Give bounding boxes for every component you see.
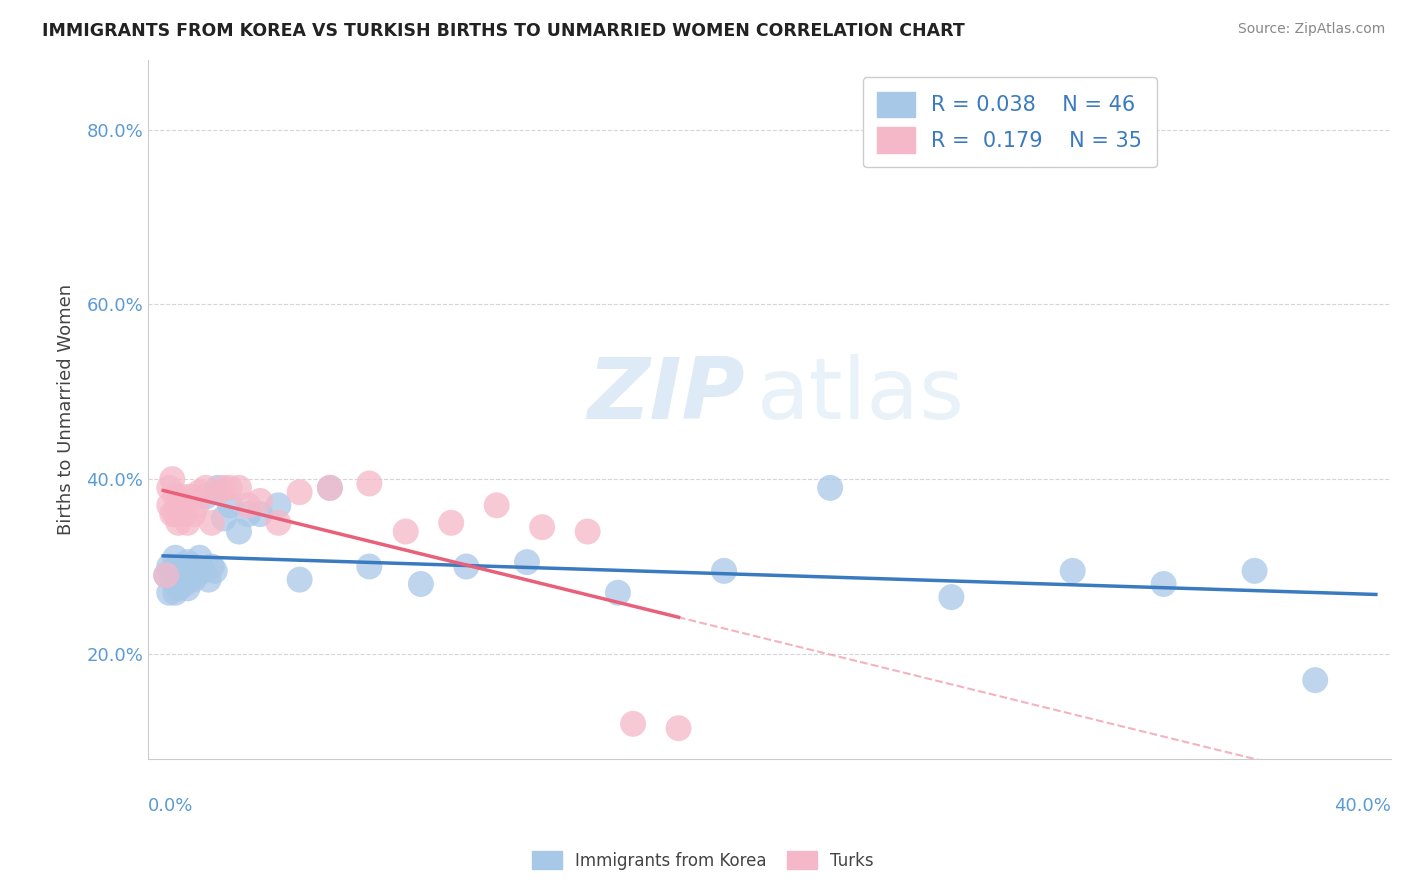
Point <box>236 499 259 513</box>
Point <box>288 485 311 500</box>
Point <box>188 550 211 565</box>
Point <box>1303 673 1326 687</box>
Point <box>191 564 214 578</box>
Point <box>228 481 250 495</box>
Point <box>162 507 184 521</box>
Text: IMMIGRANTS FROM KOREA VS TURKISH BIRTHS TO UNMARRIED WOMEN CORRELATION CHART: IMMIGRANTS FROM KOREA VS TURKISH BIRTHS … <box>42 22 965 40</box>
Point <box>186 568 208 582</box>
Point <box>359 476 381 491</box>
Point <box>155 568 177 582</box>
Point <box>319 481 342 495</box>
Point <box>165 585 187 599</box>
Point <box>212 511 235 525</box>
Point <box>219 481 242 495</box>
Point <box>621 716 644 731</box>
Point <box>1153 577 1175 591</box>
Point <box>228 524 250 539</box>
Point <box>207 485 229 500</box>
Point <box>173 507 195 521</box>
Point <box>183 559 205 574</box>
Legend: R = 0.038    N = 46, R =  0.179    N = 35: R = 0.038 N = 46, R = 0.179 N = 35 <box>862 77 1157 168</box>
Point <box>204 564 226 578</box>
Point <box>440 516 463 530</box>
Point <box>162 573 184 587</box>
Point <box>194 490 217 504</box>
Text: 40.0%: 40.0% <box>1334 797 1391 815</box>
Point <box>157 481 180 495</box>
Point <box>165 550 187 565</box>
Point <box>606 585 628 599</box>
Point <box>165 507 187 521</box>
Point <box>288 573 311 587</box>
Point <box>409 577 432 591</box>
Point <box>176 582 198 596</box>
Point <box>668 721 690 735</box>
Point <box>167 559 190 574</box>
Point <box>201 559 224 574</box>
Point <box>162 472 184 486</box>
Y-axis label: Births to Unmarried Women: Births to Unmarried Women <box>58 284 75 535</box>
Point <box>157 585 180 599</box>
Point <box>456 559 478 574</box>
Point <box>167 582 190 596</box>
Point <box>267 499 290 513</box>
Point <box>941 590 963 604</box>
Text: ZIP: ZIP <box>588 354 745 437</box>
Point <box>165 490 187 504</box>
Legend: Immigrants from Korea, Turks: Immigrants from Korea, Turks <box>526 845 880 877</box>
Point <box>531 520 554 534</box>
Point <box>219 499 242 513</box>
Point <box>170 564 193 578</box>
Point <box>179 490 201 504</box>
Point <box>359 559 381 574</box>
Point <box>173 568 195 582</box>
Point <box>267 516 290 530</box>
Point <box>576 524 599 539</box>
Point <box>249 507 271 521</box>
Point <box>236 507 259 521</box>
Point <box>207 481 229 495</box>
Point <box>183 573 205 587</box>
Point <box>170 573 193 587</box>
Point <box>395 524 418 539</box>
Point <box>176 555 198 569</box>
Point <box>516 555 538 569</box>
Point <box>319 481 342 495</box>
Text: 0.0%: 0.0% <box>148 797 194 815</box>
Point <box>170 490 193 504</box>
Point <box>249 494 271 508</box>
Point <box>162 564 184 578</box>
Point <box>485 499 508 513</box>
Point <box>1243 564 1265 578</box>
Point <box>179 564 201 578</box>
Point <box>713 564 735 578</box>
Point <box>155 568 177 582</box>
Point <box>167 499 190 513</box>
Point <box>197 573 219 587</box>
Point <box>188 485 211 500</box>
Point <box>176 516 198 530</box>
Point <box>167 516 190 530</box>
Point <box>173 577 195 591</box>
Point <box>183 507 205 521</box>
Point <box>157 499 180 513</box>
Point <box>186 499 208 513</box>
Text: Source: ZipAtlas.com: Source: ZipAtlas.com <box>1237 22 1385 37</box>
Point <box>201 516 224 530</box>
Point <box>1062 564 1084 578</box>
Point <box>194 481 217 495</box>
Text: atlas: atlas <box>756 354 965 437</box>
Point <box>212 481 235 495</box>
Point <box>818 481 841 495</box>
Point <box>157 559 180 574</box>
